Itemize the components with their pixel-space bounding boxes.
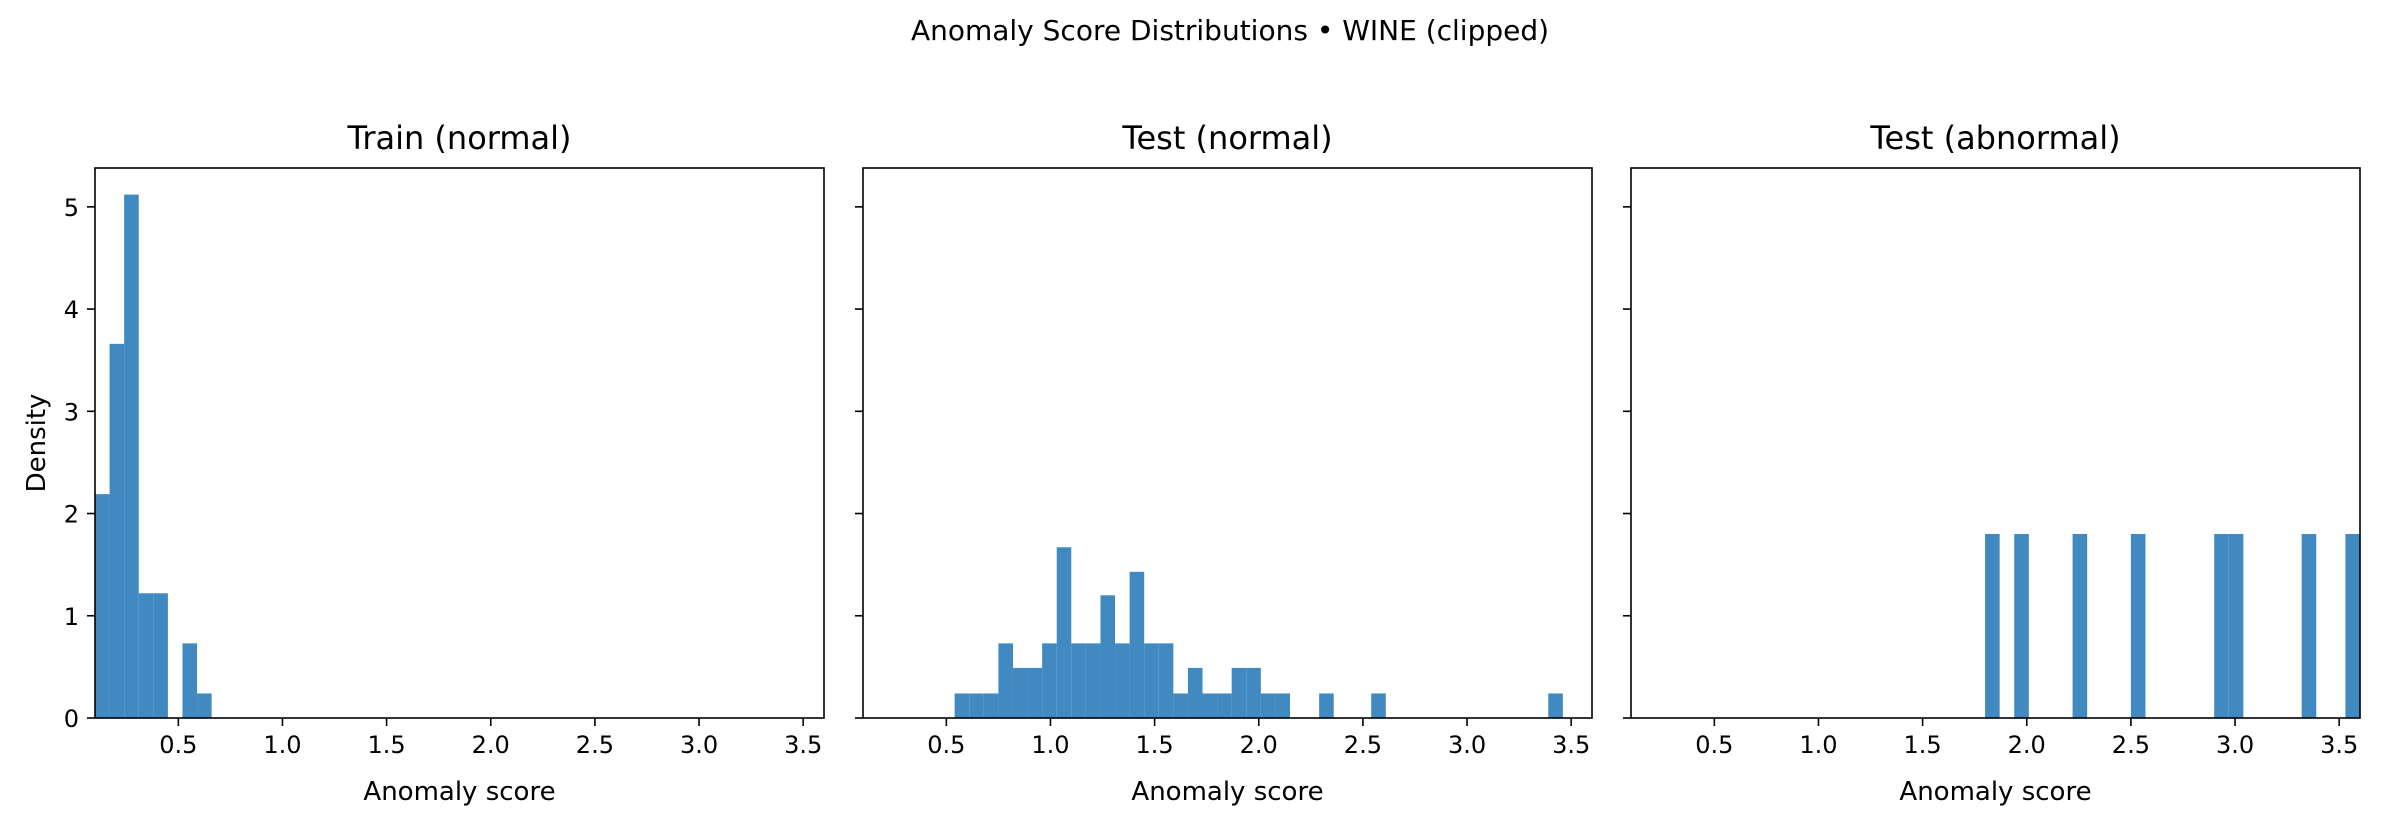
histogram-bar-2-19 bbox=[1217, 693, 1232, 718]
histogram-bar-2-5 bbox=[1012, 667, 1028, 718]
histogram-bar-2-8 bbox=[1056, 547, 1072, 718]
x-tick-label: 2.0 bbox=[1240, 731, 1278, 759]
x-tick-label: 1.0 bbox=[263, 731, 301, 759]
histogram-bar-3-1 bbox=[1985, 533, 2000, 718]
y-tick-label: 0 bbox=[64, 705, 79, 733]
histogram-bar-1-5 bbox=[153, 593, 168, 718]
x-tick-label: 0.5 bbox=[159, 731, 197, 759]
axes-frame-3 bbox=[1630, 167, 2361, 719]
x-tick-label: 0.5 bbox=[927, 731, 965, 759]
y-tick-label: 1 bbox=[64, 603, 79, 631]
histogram-bar-2-16 bbox=[1173, 693, 1188, 718]
histogram-bar-1-4 bbox=[138, 593, 154, 718]
axes-frame-2 bbox=[862, 167, 1593, 719]
panel-title-3: Test (abnormal) bbox=[1869, 119, 2120, 157]
y-tick-label: 3 bbox=[64, 398, 79, 426]
histogram-bar-2-3 bbox=[983, 693, 999, 718]
histogram-bar-2-14 bbox=[1144, 643, 1159, 718]
histogram-bar-2-10 bbox=[1085, 643, 1101, 718]
x-tick-label: 1.5 bbox=[368, 731, 406, 759]
figure-title: Anomaly Score Distributions • WINE (clip… bbox=[911, 14, 1549, 47]
histogram-bar-2-18 bbox=[1202, 693, 1218, 718]
histogram-bar-2-23 bbox=[1275, 693, 1290, 718]
histogram-bar-2-4 bbox=[998, 643, 1013, 718]
histogram-bar-2-25 bbox=[1371, 693, 1386, 718]
y-axis-label: Density bbox=[22, 394, 52, 493]
histogram-bar-2-6 bbox=[1027, 667, 1043, 718]
histogram-bar-1-7 bbox=[182, 643, 198, 718]
histogram-bar-2-17 bbox=[1187, 667, 1203, 718]
panel-title-2: Test (normal) bbox=[1121, 119, 1332, 157]
x-axis-label-1: Anomaly score bbox=[363, 777, 555, 807]
x-tick-label: 3.0 bbox=[1448, 731, 1486, 759]
panel-title-1: Train (normal) bbox=[346, 119, 571, 157]
histogram-bar-2-20 bbox=[1231, 667, 1247, 718]
histogram-bar-2-21 bbox=[1246, 667, 1261, 718]
histogram-bar-2-7 bbox=[1042, 643, 1057, 718]
histogram-bar-1-8 bbox=[197, 693, 212, 718]
y-tick-label: 4 bbox=[64, 296, 79, 324]
histogram-bar-2-22 bbox=[1260, 693, 1276, 718]
histogram-bar-2-13 bbox=[1129, 571, 1145, 718]
histogram-bar-3-6 bbox=[2228, 533, 2244, 718]
axes-frame-1 bbox=[94, 167, 825, 719]
x-tick-label: 3.0 bbox=[680, 731, 718, 759]
histogram-bar-2-12 bbox=[1115, 643, 1130, 718]
histogram-bar-1-3 bbox=[124, 194, 139, 718]
histogram-bar-2-1 bbox=[954, 693, 970, 718]
x-tick-label: 3.0 bbox=[2216, 731, 2254, 759]
histogram-bar-3-4 bbox=[2130, 533, 2146, 718]
histogram-bar-2-26 bbox=[1548, 693, 1563, 718]
x-tick-label: 3.5 bbox=[1552, 731, 1590, 759]
x-tick-label: 2.5 bbox=[576, 731, 614, 759]
x-axis-label-2: Anomaly score bbox=[1131, 777, 1323, 807]
histogram-bar-3-3 bbox=[2072, 533, 2088, 718]
x-axis-label-3: Anomaly score bbox=[1899, 777, 2091, 807]
x-tick-label: 0.5 bbox=[1695, 731, 1733, 759]
x-tick-label: 3.5 bbox=[2320, 731, 2358, 759]
histogram-bar-2-9 bbox=[1071, 643, 1086, 718]
histogram-bar-3-5 bbox=[2214, 533, 2229, 718]
histogram-bar-3-8 bbox=[2345, 533, 2360, 718]
x-tick-label: 1.0 bbox=[1031, 731, 1069, 759]
histogram-bar-2-15 bbox=[1158, 643, 1174, 718]
y-tick-label: 5 bbox=[64, 194, 79, 222]
x-tick-label: 2.5 bbox=[1344, 731, 1382, 759]
y-tick-label: 2 bbox=[64, 501, 79, 529]
x-tick-label: 1.5 bbox=[1904, 731, 1942, 759]
histogram-bar-1-1 bbox=[95, 494, 110, 718]
x-tick-label: 2.0 bbox=[472, 731, 510, 759]
histogram-bar-3-7 bbox=[2301, 533, 2317, 718]
x-tick-label: 2.5 bbox=[2112, 731, 2150, 759]
histogram-bar-3-2 bbox=[2014, 533, 2029, 718]
histogram-bar-2-24 bbox=[1319, 693, 1334, 718]
histogram-bar-2-11 bbox=[1100, 595, 1116, 718]
histogram-bar-1-2 bbox=[109, 343, 125, 718]
x-tick-label: 1.0 bbox=[1799, 731, 1837, 759]
x-tick-label: 1.5 bbox=[1136, 731, 1174, 759]
x-tick-label: 2.0 bbox=[2008, 731, 2046, 759]
histogram-bar-2-2 bbox=[969, 693, 984, 718]
x-tick-label: 3.5 bbox=[784, 731, 822, 759]
